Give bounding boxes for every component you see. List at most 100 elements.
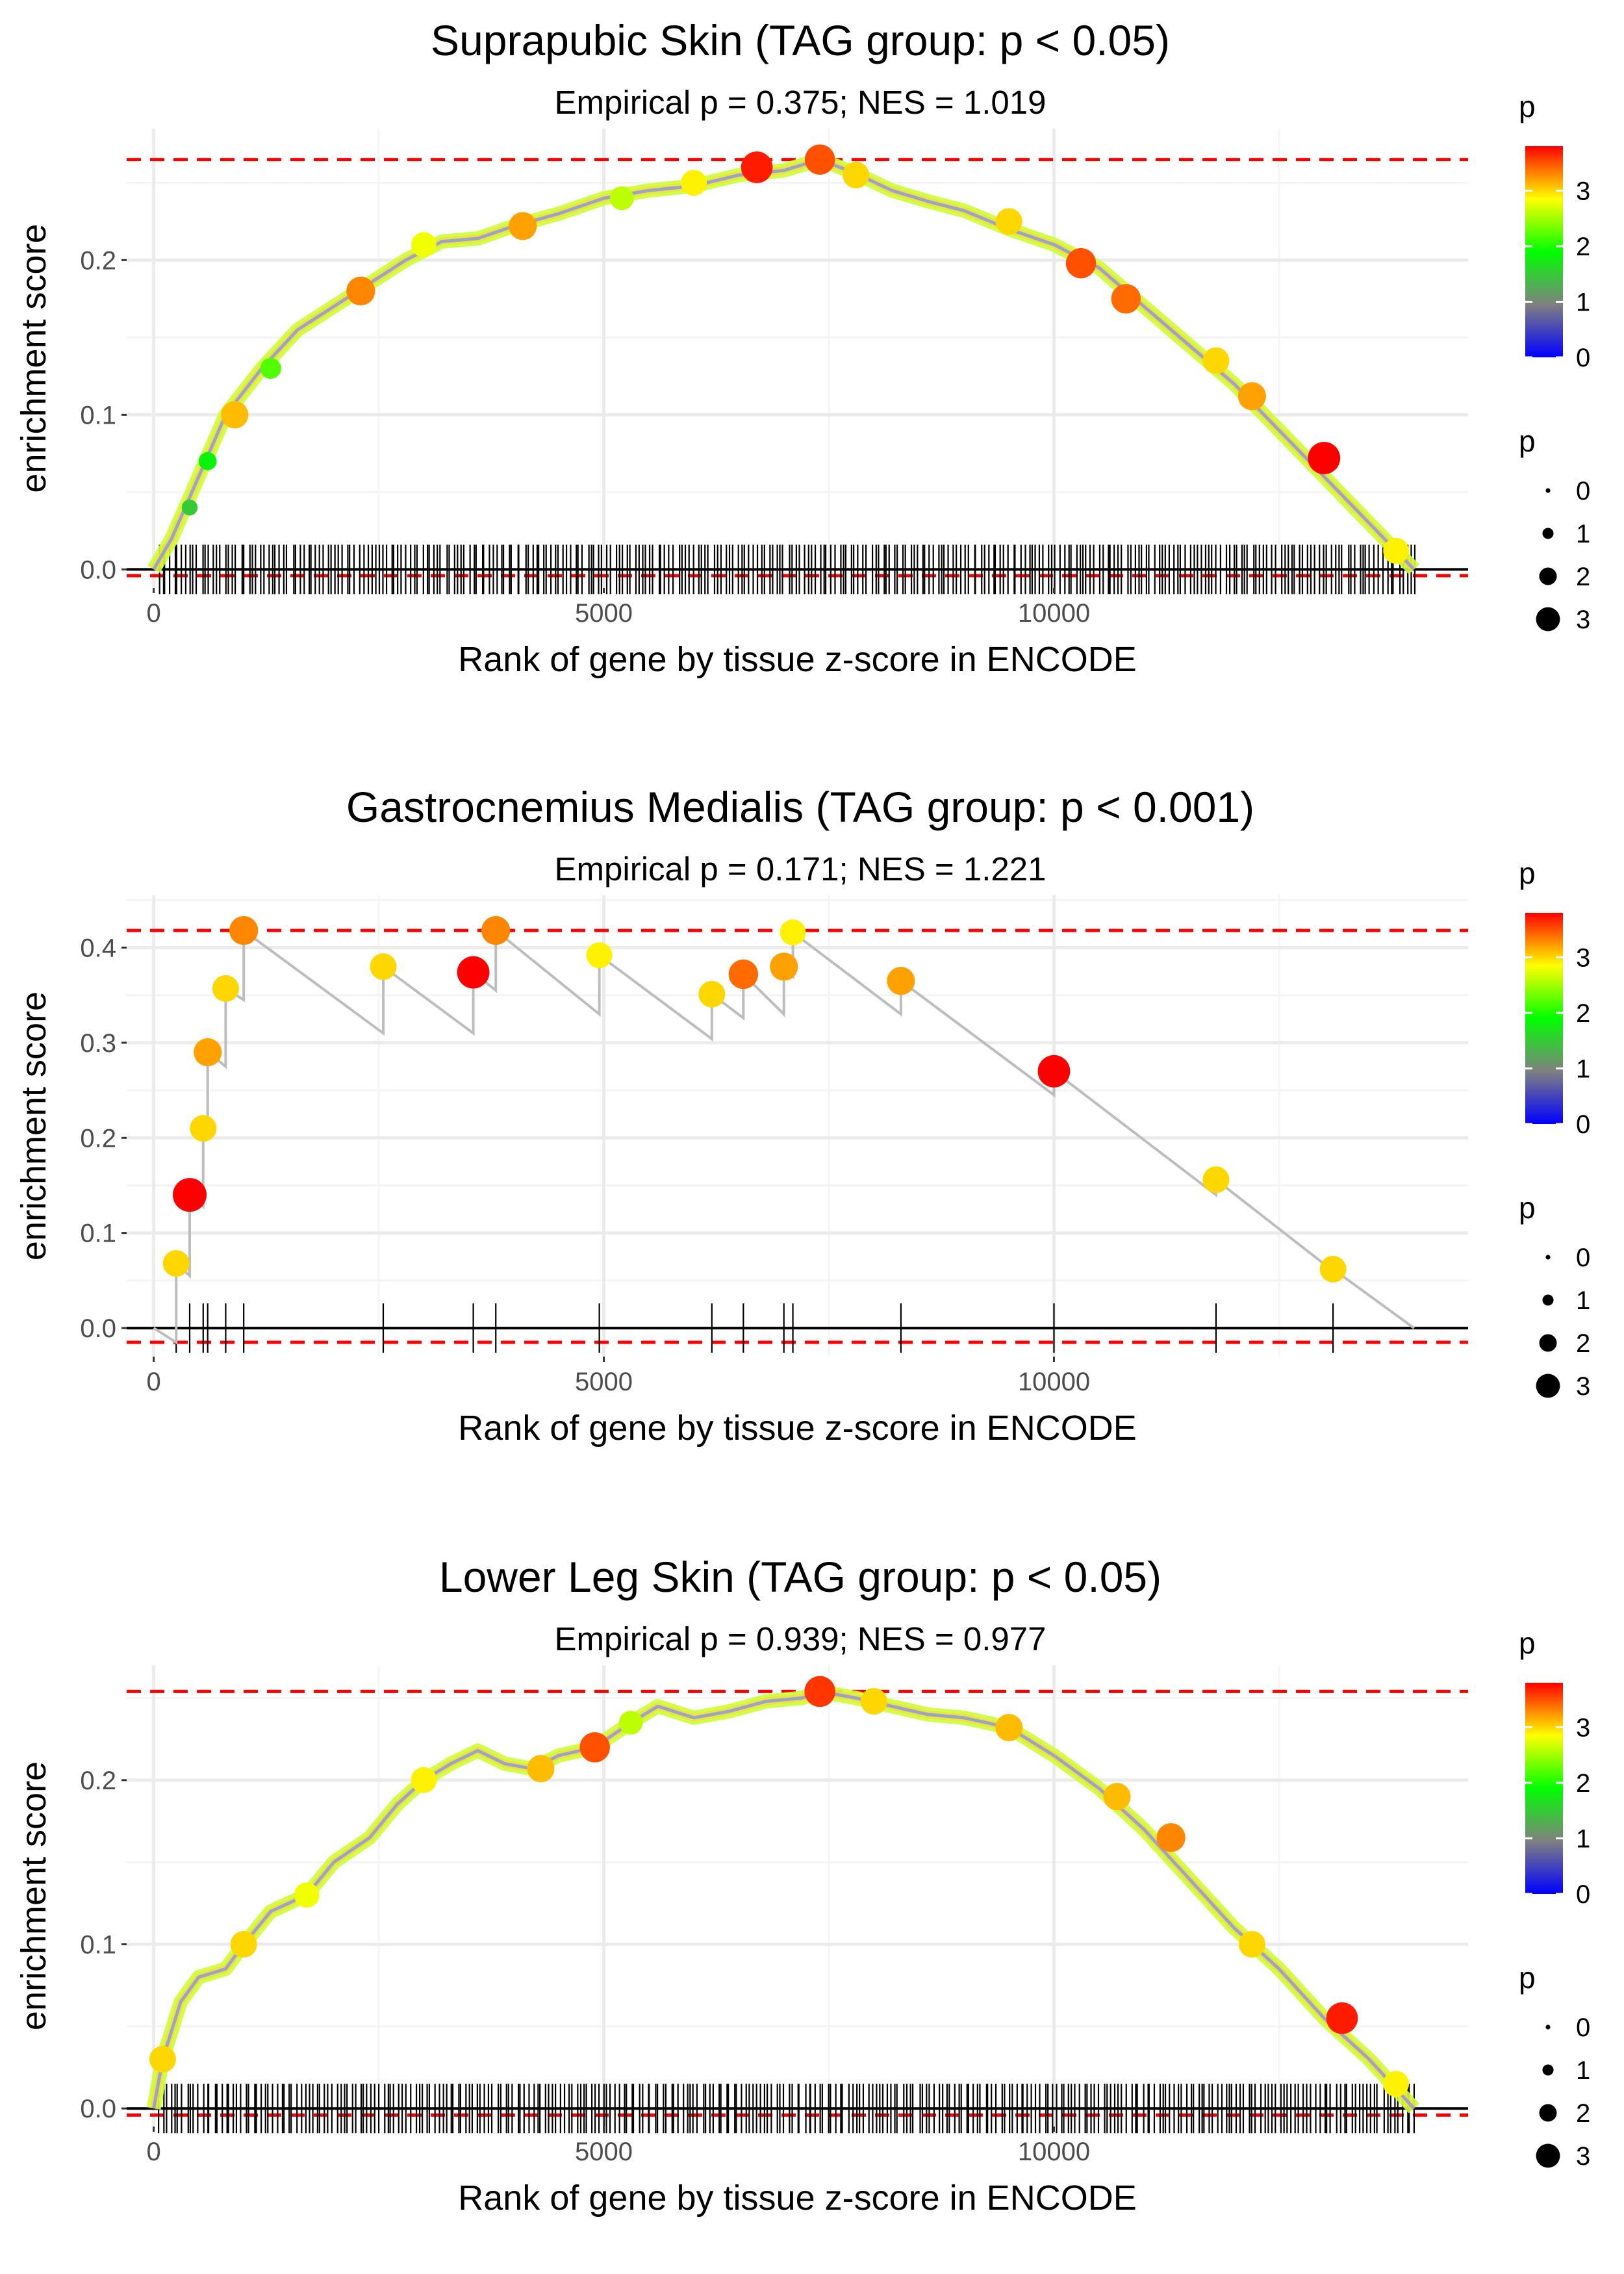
- size-key-label: 3: [1576, 2142, 1590, 2171]
- color-legend-title: p: [1519, 856, 1536, 890]
- color-bar: [1525, 1683, 1563, 1894]
- data-point: [173, 1178, 207, 1212]
- chart-subtitle: Empirical p = 0.375; NES = 1.019: [555, 84, 1047, 121]
- data-point: [843, 161, 870, 188]
- data-point: [1202, 1166, 1230, 1194]
- size-key-label: 1: [1576, 1286, 1590, 1315]
- color-tick-label: 3: [1576, 177, 1590, 205]
- data-point: [509, 212, 537, 240]
- size-key-label: 0: [1576, 1244, 1590, 1272]
- chart-subtitle: Empirical p = 0.171; NES = 1.221: [555, 850, 1047, 888]
- data-point: [190, 1115, 217, 1142]
- x-tick-label: 5000: [575, 599, 633, 628]
- rug-marks: [158, 2084, 1415, 2134]
- size-key-dot: [1545, 1255, 1551, 1260]
- data-point: [804, 1676, 835, 1707]
- data-point: [481, 916, 511, 945]
- data-point: [1111, 284, 1141, 314]
- y-tick-label: 0.1: [80, 1931, 116, 1960]
- data-point: [887, 967, 915, 995]
- y-tick-label: 0.4: [80, 934, 116, 963]
- size-key-dot: [1545, 2025, 1551, 2030]
- chart-panel-1: Suprapubic Skin (TAG group: p < 0.05) Emp…: [14, 16, 1590, 679]
- data-point: [780, 919, 806, 946]
- data-point: [294, 1882, 320, 1908]
- data-point: [1319, 1255, 1347, 1283]
- size-legend-title: p: [1519, 1191, 1536, 1225]
- size-key-dot: [1545, 488, 1551, 493]
- data-point: [995, 208, 1022, 235]
- chart-title: Lower Leg Skin (TAG group: p < 0.05): [439, 1553, 1161, 1601]
- data-point: [1202, 347, 1230, 374]
- size-legend-title: p: [1519, 424, 1536, 458]
- legend: p 3 2 1 0 p 0 1 2 3: [1519, 90, 1590, 634]
- y-tick-label: 0.2: [80, 1767, 116, 1795]
- data-point: [860, 1688, 887, 1715]
- data-point: [162, 1250, 190, 1277]
- chart-title: Gastrocnemius Medialis (TAG group: p < 0…: [346, 783, 1254, 831]
- data-point: [1237, 382, 1266, 411]
- x-tick-label: 0: [146, 599, 160, 628]
- data-point: [1103, 1783, 1131, 1811]
- x-tick-label: 10000: [1018, 599, 1090, 628]
- data-point: [1156, 1823, 1186, 1852]
- size-key-dot: [1536, 1373, 1560, 1398]
- size-key-dot: [1542, 528, 1554, 539]
- x-tick-label: 10000: [1018, 2138, 1090, 2166]
- y-axis-title: enrichment score: [14, 224, 53, 492]
- size-key-dot: [1539, 2104, 1557, 2122]
- data-point: [1238, 1931, 1265, 1958]
- x-tick-label: 0: [146, 2138, 160, 2166]
- data-point: [411, 232, 437, 257]
- color-tick-label: 2: [1576, 1769, 1590, 1798]
- data-point: [698, 980, 726, 1008]
- chart-panel-3: Lower Leg Skin (TAG group: p < 0.05) Empi…: [14, 1553, 1590, 2217]
- x-tick-label: 5000: [575, 1368, 633, 1396]
- size-key-dot: [1539, 567, 1557, 585]
- rug-marks: [159, 544, 1416, 594]
- data-point: [618, 1711, 643, 1735]
- size-key-label: 0: [1576, 477, 1590, 505]
- color-tick-label: 3: [1576, 943, 1590, 972]
- data-point: [804, 144, 835, 175]
- color-tick-label: 0: [1576, 344, 1590, 372]
- data-point: [609, 186, 634, 211]
- data-point: [741, 151, 773, 183]
- data-point: [149, 2045, 176, 2073]
- es-curve: [152, 1689, 1415, 2110]
- data-point: [1383, 2071, 1410, 2097]
- size-key-label: 1: [1576, 2056, 1590, 2085]
- data-point: [198, 452, 217, 470]
- data-point: [194, 1038, 222, 1067]
- size-key-label: 0: [1576, 2013, 1590, 2042]
- y-tick-label: 0.0: [80, 1314, 116, 1343]
- color-legend-title: p: [1519, 90, 1536, 123]
- chart-title: Suprapubic Skin (TAG group: p < 0.05): [431, 16, 1170, 64]
- y-tick-label: 0.0: [80, 2095, 116, 2123]
- size-key-label: 2: [1576, 1329, 1590, 1358]
- x-tick-label: 5000: [575, 2138, 633, 2166]
- rug-marks: [175, 1303, 1334, 1353]
- y-axis-title: enrichment score: [14, 1761, 53, 2030]
- data-point: [995, 1713, 1023, 1742]
- y-tick-label: 0.1: [80, 1220, 116, 1248]
- y-axis-title: enrichment score: [14, 991, 53, 1260]
- size-key-label: 3: [1576, 606, 1590, 634]
- data-point: [681, 170, 707, 196]
- color-tick-label: 0: [1576, 1880, 1590, 1909]
- color-tick-label: 3: [1576, 1713, 1590, 1742]
- x-axis-title: Rank of gene by tissue z-score in ENCODE: [458, 1409, 1136, 1448]
- color-tick-label: 1: [1576, 1824, 1590, 1853]
- x-axis-title: Rank of gene by tissue z-score in ENCODE: [458, 2178, 1136, 2217]
- y-tick-label: 0.0: [80, 556, 116, 584]
- data-point: [1383, 537, 1410, 564]
- color-bar: [1525, 146, 1563, 357]
- size-key-dot: [1539, 1334, 1557, 1352]
- points: [162, 916, 1347, 1283]
- color-tick-label: 0: [1576, 1110, 1590, 1139]
- data-point: [1065, 248, 1097, 279]
- data-point: [1037, 1054, 1071, 1088]
- legend: p 3 2 1 0 p 0 1 2 3: [1519, 1626, 1590, 2171]
- data-point: [411, 1767, 437, 1793]
